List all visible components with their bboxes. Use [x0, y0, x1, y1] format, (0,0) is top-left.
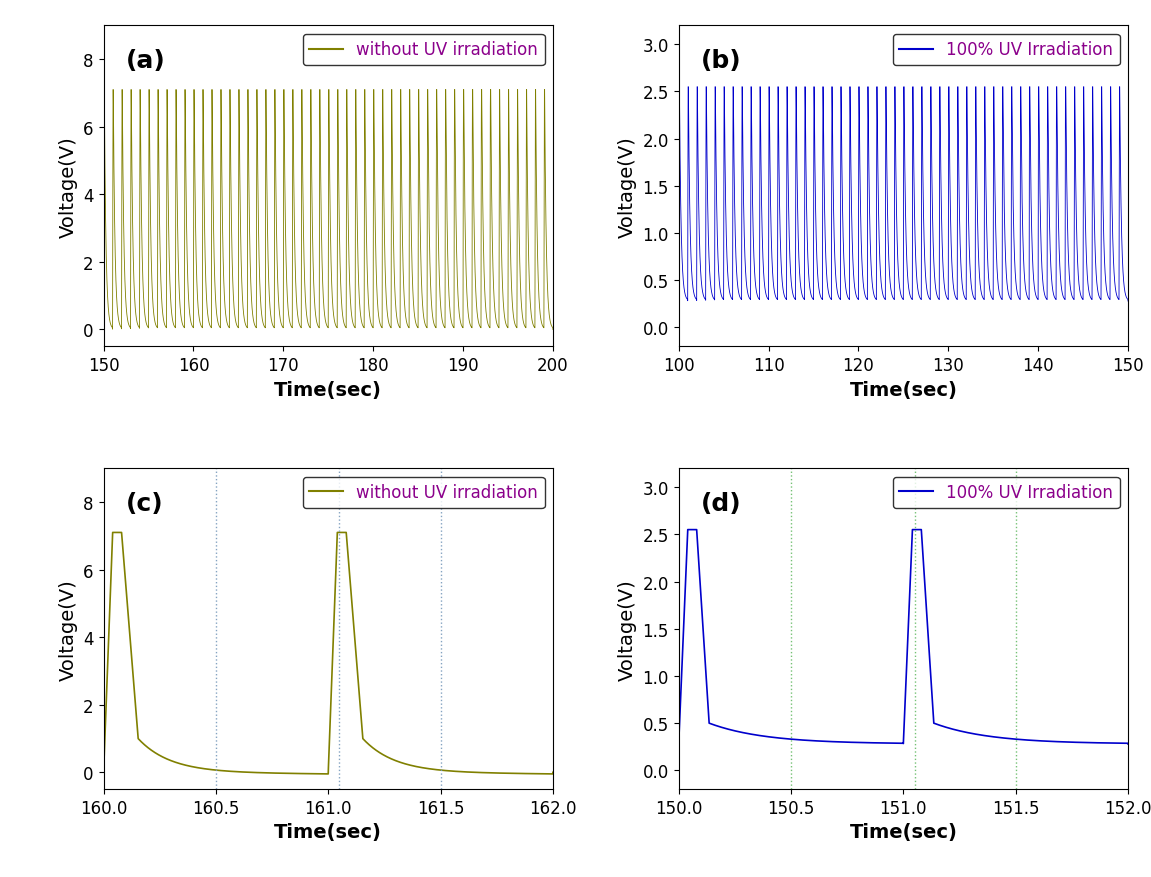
X-axis label: Time(sec): Time(sec): [849, 380, 958, 399]
X-axis label: Time(sec): Time(sec): [849, 823, 958, 842]
Text: (b): (b): [701, 49, 741, 73]
X-axis label: Time(sec): Time(sec): [274, 380, 382, 399]
Legend: without UV irradiation: without UV irradiation: [303, 477, 544, 509]
Text: (c): (c): [127, 491, 163, 515]
Text: (a): (a): [127, 49, 166, 73]
Legend: without UV irradiation: without UV irradiation: [303, 34, 544, 66]
Y-axis label: Voltage(V): Voltage(V): [59, 136, 77, 238]
Y-axis label: Voltage(V): Voltage(V): [59, 578, 77, 680]
Legend: 100% UV Irradiation: 100% UV Irradiation: [893, 477, 1120, 509]
Y-axis label: Voltage(V): Voltage(V): [618, 578, 637, 680]
Legend: 100% UV Irradiation: 100% UV Irradiation: [893, 34, 1120, 66]
X-axis label: Time(sec): Time(sec): [274, 823, 382, 842]
Y-axis label: Voltage(V): Voltage(V): [618, 136, 637, 238]
Text: (d): (d): [701, 491, 741, 515]
